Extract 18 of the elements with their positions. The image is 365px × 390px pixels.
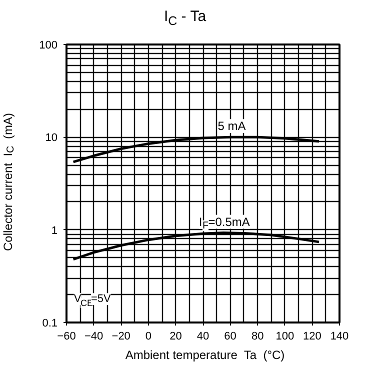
x-tick-label: −60 bbox=[57, 330, 76, 342]
chart-title: I$_{C}$ - Ta bbox=[164, 7, 206, 30]
x-tick-label: 40 bbox=[196, 330, 210, 342]
y-tick-label: 100 bbox=[39, 40, 58, 52]
x-tick-label: 80 bbox=[251, 330, 264, 342]
y-tick-label: 0.1 bbox=[42, 318, 58, 330]
x-tick-label: 0 bbox=[145, 330, 152, 342]
x-axis-title: Ambient temperature Ta (°C) bbox=[125, 347, 285, 364]
y-tick-label: 10 bbox=[45, 132, 58, 144]
x-tick-label: 20 bbox=[170, 330, 182, 342]
x-tick-label: 120 bbox=[303, 330, 322, 342]
x-tick-label: 100 bbox=[276, 330, 294, 342]
y-tick-label: 1 bbox=[51, 224, 58, 237]
series-label: 5 mA bbox=[218, 119, 246, 134]
x-tick-label: −40 bbox=[84, 330, 104, 342]
x-tick-label: 140 bbox=[330, 330, 349, 342]
x-tick-label: −20 bbox=[112, 330, 130, 342]
x-tick-label: 60 bbox=[224, 330, 236, 342]
